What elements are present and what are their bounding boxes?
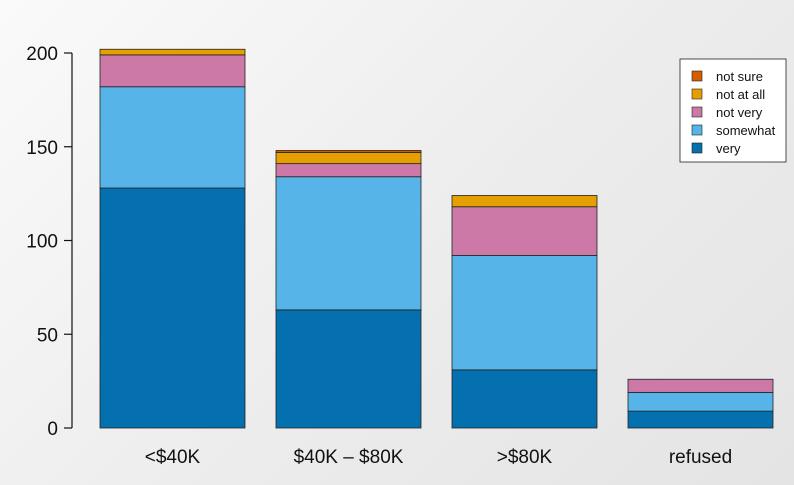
- bar-segment-not-very: [627, 378, 774, 393]
- bar-segment-very: [275, 309, 422, 429]
- legend-swatch: [691, 70, 703, 82]
- x-category-label: >$80K: [497, 447, 553, 468]
- y-tick-label: 50: [37, 325, 58, 346]
- bar-segment-not-at-all: [99, 48, 246, 56]
- bar-segment-not-at-all: [275, 151, 422, 165]
- bar-segment-somewhat: [627, 391, 774, 412]
- legend-label: not sure: [716, 69, 763, 84]
- y-tick-label: 200: [26, 44, 58, 65]
- legend-swatch: [691, 106, 703, 118]
- bar-segment-not-sure: [275, 150, 422, 153]
- bars: [99, 48, 774, 429]
- bar-segment-not-very: [275, 163, 422, 178]
- legend-label: somewhat: [716, 123, 776, 138]
- bar-segment-somewhat: [275, 176, 422, 311]
- bar-segment-somewhat: [99, 86, 246, 189]
- legend: not sure not at all not very somewhat very: [679, 58, 787, 163]
- legend-label: not very: [716, 105, 763, 120]
- y-tick-label: 100: [26, 232, 58, 253]
- legend-swatch: [691, 88, 703, 100]
- bar-segment-not-very: [451, 206, 598, 256]
- x-category-label: <$40K: [145, 447, 201, 468]
- y-tick-label: 150: [26, 138, 58, 159]
- legend-label: not at all: [716, 87, 765, 102]
- legend-swatch: [691, 142, 703, 154]
- bar-segment-not-very: [99, 54, 246, 88]
- y-axis: 0 50 100 150 200: [26, 44, 73, 440]
- bar-segment-very: [451, 369, 598, 429]
- bar-segment-somewhat: [451, 255, 598, 371]
- bar-segment-not-at-all: [451, 195, 598, 208]
- y-tick-label: 0: [47, 419, 58, 440]
- bar-segment-very: [627, 410, 774, 429]
- bar-segment-very: [99, 187, 246, 429]
- x-category-label: refused: [669, 447, 732, 468]
- legend-label: very: [716, 141, 741, 156]
- legend-swatch: [691, 124, 703, 136]
- category-labels: <$40K $40K – $80K >$80K refused: [145, 447, 732, 468]
- x-category-label: $40K – $80K: [294, 447, 404, 468]
